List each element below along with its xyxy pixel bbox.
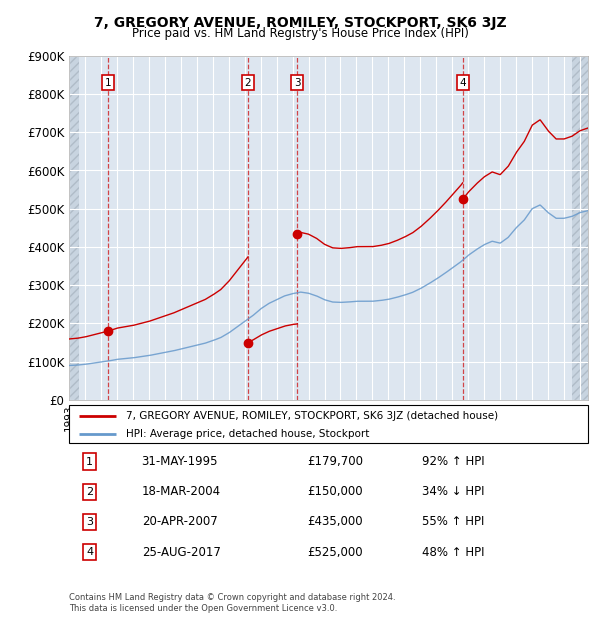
Text: 92% ↑ HPI: 92% ↑ HPI	[422, 455, 485, 468]
Text: 34% ↓ HPI: 34% ↓ HPI	[422, 485, 484, 498]
Text: 25-AUG-2017: 25-AUG-2017	[142, 546, 221, 559]
Bar	[69, 56, 79, 400]
Text: 4: 4	[86, 547, 94, 557]
Text: Contains HM Land Registry data © Crown copyright and database right 2024.
This d: Contains HM Land Registry data © Crown c…	[69, 593, 395, 613]
Text: HPI: Average price, detached house, Stockport: HPI: Average price, detached house, Stoc…	[126, 428, 370, 439]
Bar	[572, 56, 596, 400]
Text: 7, GREGORY AVENUE, ROMILEY, STOCKPORT, SK6 3JZ (detached house): 7, GREGORY AVENUE, ROMILEY, STOCKPORT, S…	[126, 410, 498, 420]
Bar	[69, 56, 79, 400]
Text: 2: 2	[86, 487, 94, 497]
Text: 18-MAR-2004: 18-MAR-2004	[142, 485, 221, 498]
Text: £525,000: £525,000	[308, 546, 364, 559]
Text: 4: 4	[460, 78, 466, 87]
Text: 3: 3	[86, 517, 93, 527]
Text: 31-MAY-1995: 31-MAY-1995	[142, 455, 218, 468]
Text: £150,000: £150,000	[308, 485, 364, 498]
Text: 1: 1	[104, 78, 111, 87]
Text: £435,000: £435,000	[308, 515, 364, 528]
Text: £179,700: £179,700	[308, 455, 364, 468]
Text: 20-APR-2007: 20-APR-2007	[142, 515, 217, 528]
Text: 1: 1	[86, 456, 93, 466]
Text: 48% ↑ HPI: 48% ↑ HPI	[422, 546, 484, 559]
Text: 3: 3	[294, 78, 301, 87]
Text: 2: 2	[245, 78, 251, 87]
Text: Price paid vs. HM Land Registry's House Price Index (HPI): Price paid vs. HM Land Registry's House …	[131, 27, 469, 40]
Text: 55% ↑ HPI: 55% ↑ HPI	[422, 515, 484, 528]
Text: 7, GREGORY AVENUE, ROMILEY, STOCKPORT, SK6 3JZ: 7, GREGORY AVENUE, ROMILEY, STOCKPORT, S…	[94, 16, 506, 30]
Bar	[572, 56, 596, 400]
